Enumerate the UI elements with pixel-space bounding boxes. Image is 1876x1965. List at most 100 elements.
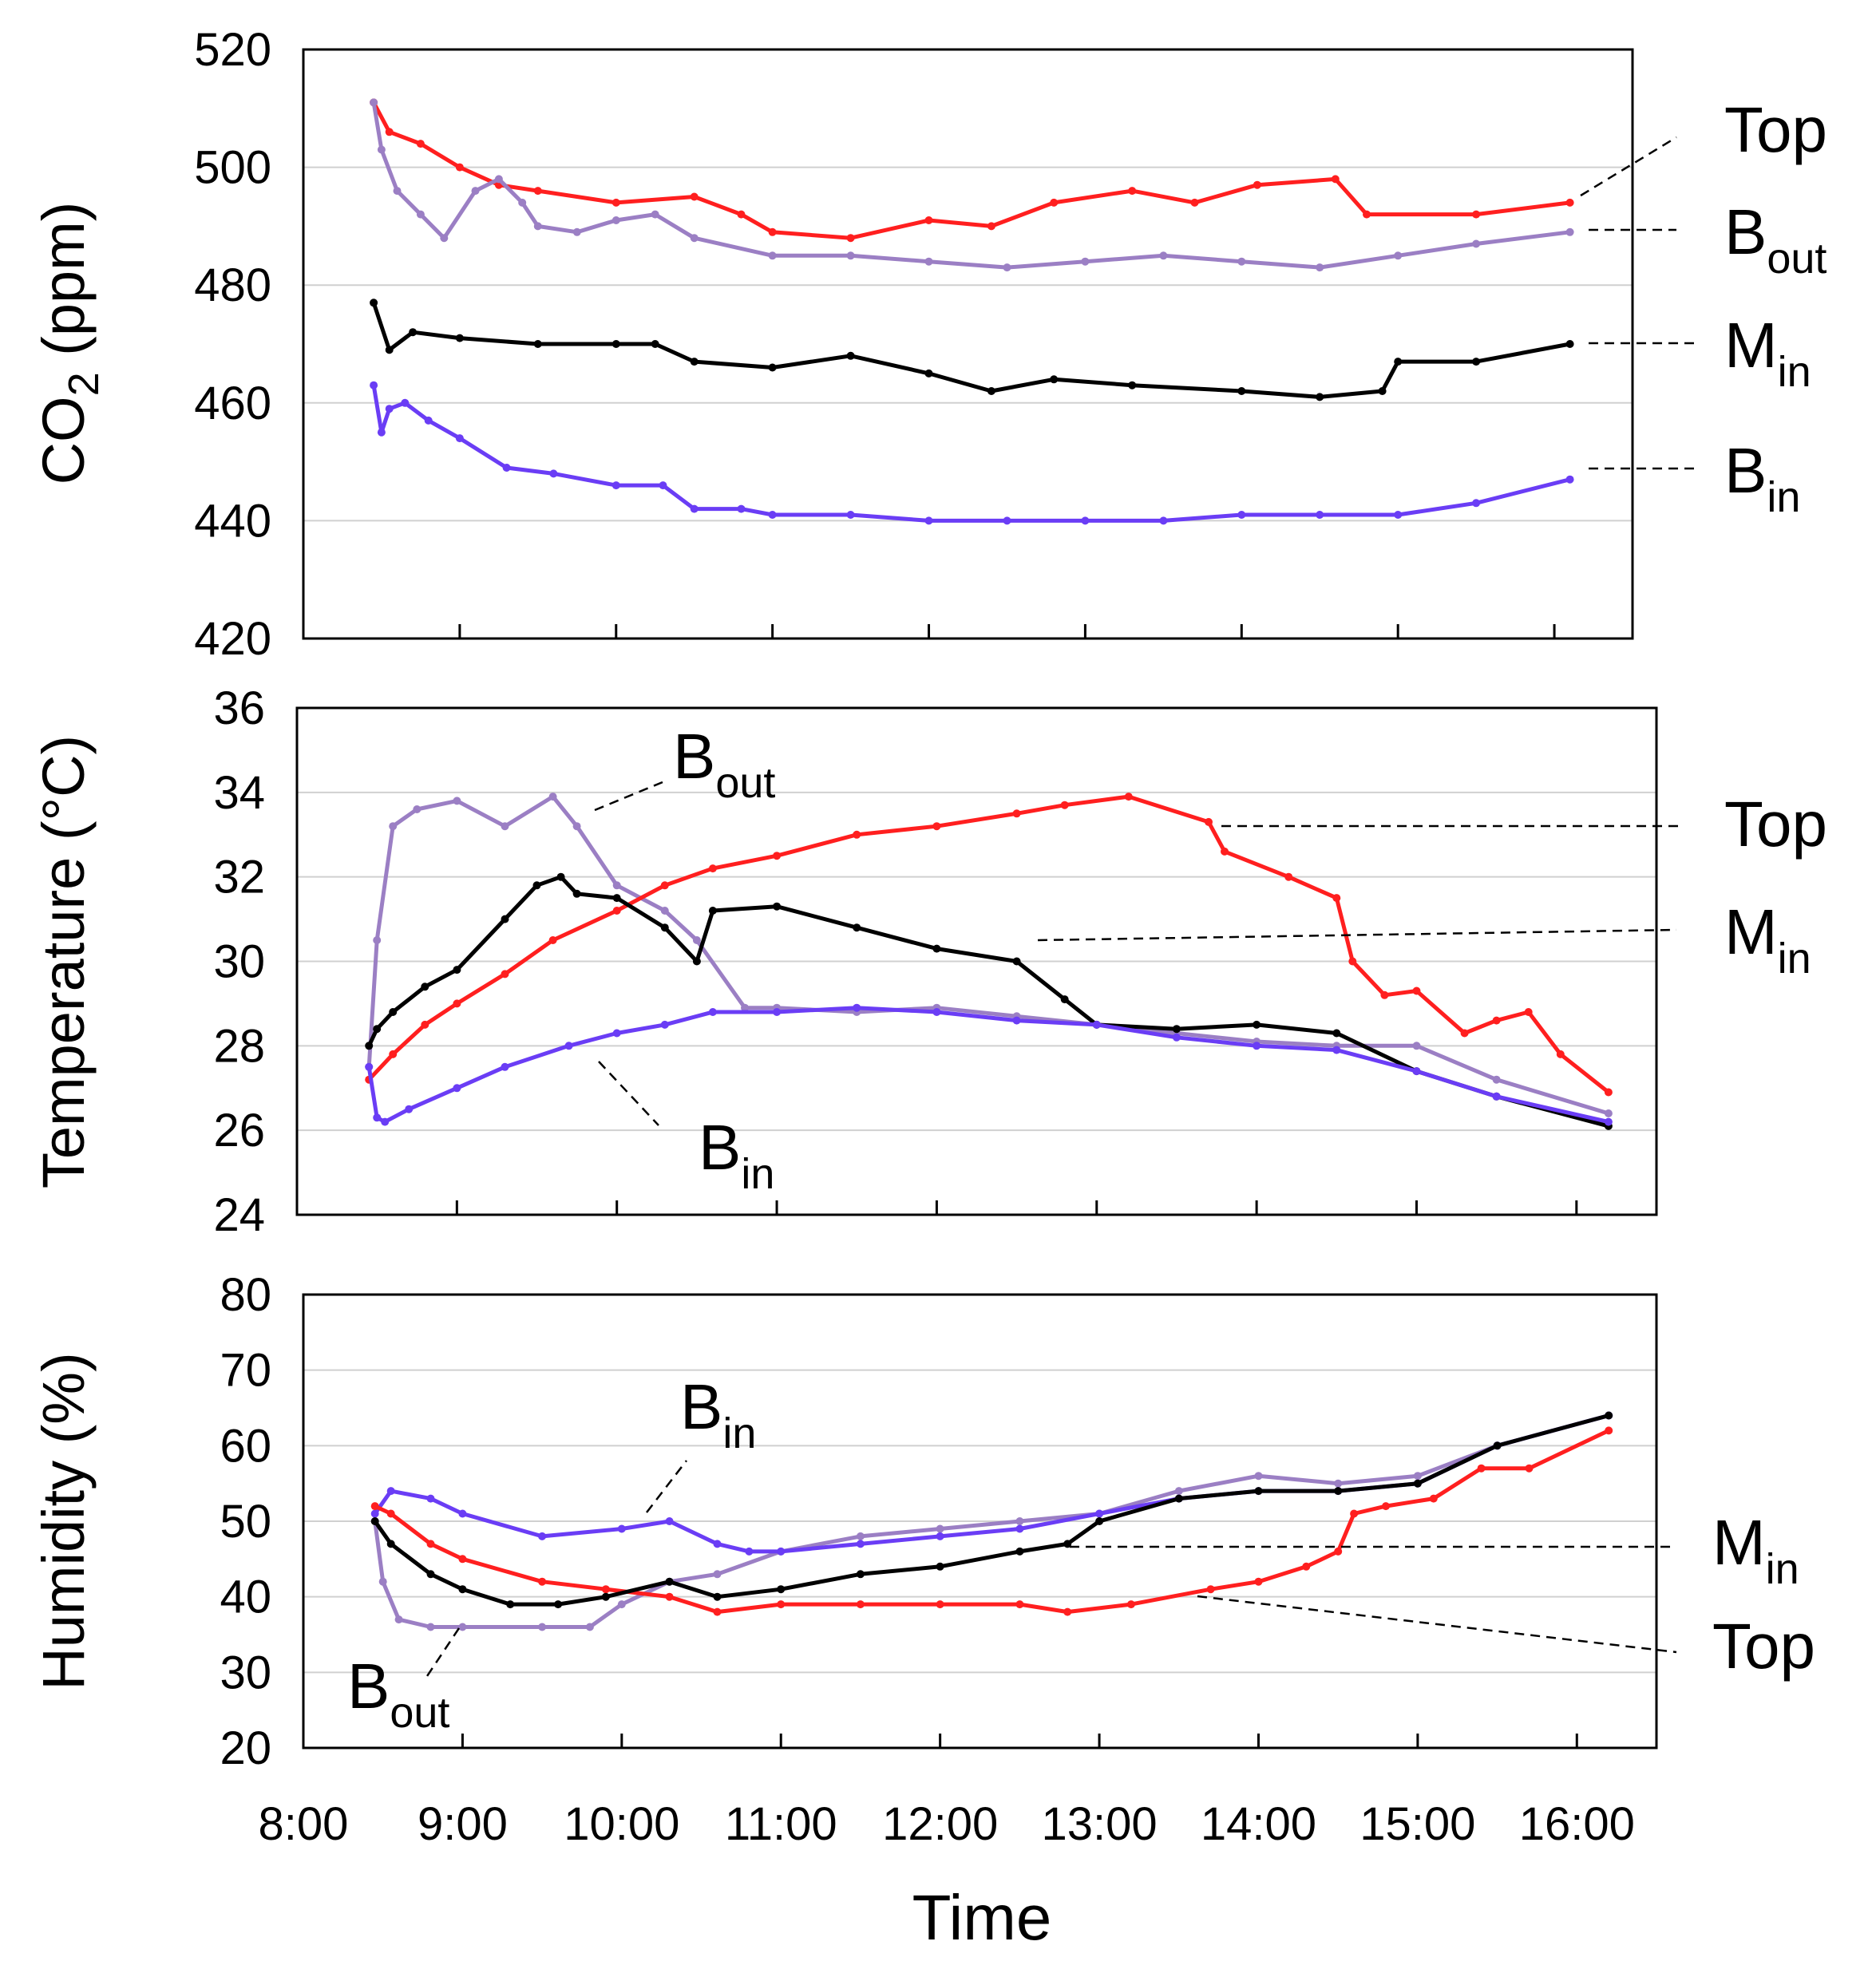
data-point-bout	[651, 210, 659, 219]
data-point-top	[660, 881, 669, 890]
data-point-top	[1190, 198, 1199, 207]
data-point-min	[370, 1517, 379, 1525]
data-point-bout	[426, 1623, 435, 1631]
data-point-bin	[932, 1008, 941, 1016]
data-point-top	[1331, 175, 1340, 184]
callout-leader-bout	[425, 1627, 461, 1677]
data-point-bout	[393, 187, 402, 196]
data-point-bout	[612, 881, 621, 890]
x-tick-label: 11:00	[725, 1798, 837, 1850]
callout-label-min: Min	[1712, 1507, 1799, 1593]
x-tick-label: 12:00	[882, 1798, 998, 1850]
y-tick-label: 20	[220, 1722, 271, 1774]
data-point-min	[1394, 358, 1403, 366]
data-point-top	[370, 1502, 379, 1511]
data-point-top	[1050, 198, 1059, 207]
data-point-min	[1050, 375, 1059, 384]
y-axis-title: CO2 (ppm)	[30, 202, 108, 485]
x-tick-label: 14:00	[1201, 1798, 1316, 1850]
x-tick-label: 15:00	[1360, 1798, 1475, 1850]
data-point-top	[1334, 1547, 1343, 1556]
data-point-bin	[501, 1062, 509, 1071]
data-point-bin	[1565, 475, 1574, 484]
data-point-bout	[548, 793, 557, 801]
data-point-bin	[426, 1494, 435, 1503]
data-point-min	[692, 957, 701, 966]
data-point-bin	[773, 1008, 782, 1016]
data-point-bout	[692, 936, 701, 944]
data-point-bin	[424, 416, 433, 425]
data-point-bin	[1316, 511, 1324, 519]
y-tick-label: 60	[220, 1420, 271, 1472]
series-line-bout	[371, 101, 1570, 270]
data-point-bin	[453, 1084, 461, 1093]
panel-co2: 420 440 460 480 500 520 CO2 (ppm) Top Bout Min Bin	[30, 24, 1827, 665]
y-tick-label: 36	[213, 682, 265, 734]
data-point-bin	[1492, 1092, 1501, 1101]
callout-label-bin: Bin	[680, 1371, 756, 1457]
y-tick-label: 460	[194, 378, 271, 429]
series-line-bin	[366, 1006, 1609, 1125]
data-point-top	[1332, 894, 1341, 903]
data-point-top	[1460, 1029, 1469, 1038]
data-point-bin	[853, 1003, 861, 1012]
data-point-top	[385, 128, 394, 136]
data-point-bout	[690, 234, 699, 243]
data-point-min	[554, 1600, 563, 1609]
data-point-min	[1565, 340, 1574, 348]
data-point-bin	[373, 1113, 382, 1122]
data-point-top	[1284, 872, 1293, 881]
plot-frame	[295, 706, 1658, 1216]
data-point-bin	[386, 1487, 395, 1496]
data-point-top	[690, 192, 699, 201]
data-point-top	[1429, 1494, 1438, 1503]
data-point-min	[708, 907, 717, 915]
data-point-top	[1604, 1088, 1613, 1097]
data-point-top	[708, 864, 717, 873]
data-point-bout	[1254, 1472, 1263, 1481]
callout-leader-min	[1037, 928, 1677, 942]
data-point-top	[777, 1600, 786, 1609]
data-point-bin	[611, 481, 620, 490]
data-point-bout	[518, 198, 527, 207]
data-point-top	[1382, 1502, 1390, 1511]
data-point-top	[1206, 1585, 1215, 1594]
data-point-bout	[389, 822, 398, 831]
data-point-bout	[617, 1600, 626, 1609]
data-point-min	[1378, 387, 1387, 395]
y-tick-label: 40	[220, 1572, 271, 1623]
data-point-min	[1332, 1029, 1341, 1038]
callout-leader-top	[1197, 1595, 1677, 1654]
series-line-top	[371, 101, 1570, 240]
data-point-bin	[1081, 516, 1090, 525]
data-point-bout	[856, 1532, 865, 1540]
x-tick-label: 8:00	[259, 1798, 349, 1850]
data-point-top	[936, 1600, 944, 1609]
data-point-min	[1493, 1441, 1502, 1450]
data-point-min	[1605, 1411, 1613, 1420]
data-point-bin	[768, 511, 777, 519]
data-point-min	[601, 1592, 610, 1601]
data-point-min	[1254, 1487, 1263, 1496]
y-axis-title: Temperature (°C)	[30, 735, 97, 1188]
data-point-top	[1060, 801, 1069, 809]
data-point-min	[389, 1008, 398, 1016]
x-axis-title: Time	[912, 1882, 1052, 1953]
data-point-top	[501, 970, 509, 979]
data-point-min	[665, 1577, 674, 1586]
data-point-bout	[471, 187, 480, 196]
data-point-bout	[1334, 1479, 1343, 1488]
y-tick-label: 70	[220, 1345, 271, 1397]
data-point-top	[932, 822, 941, 831]
data-point-top	[1472, 210, 1481, 219]
data-point-bout	[1413, 1472, 1422, 1481]
callout-leader-bout	[594, 781, 663, 812]
data-point-bin	[690, 504, 699, 513]
data-point-bout	[394, 1615, 403, 1624]
data-point-top	[856, 1600, 865, 1609]
data-point-top	[455, 163, 464, 172]
data-point-top	[612, 907, 621, 915]
y-tick-label: 30	[220, 1647, 271, 1698]
data-point-min	[1253, 1020, 1261, 1029]
